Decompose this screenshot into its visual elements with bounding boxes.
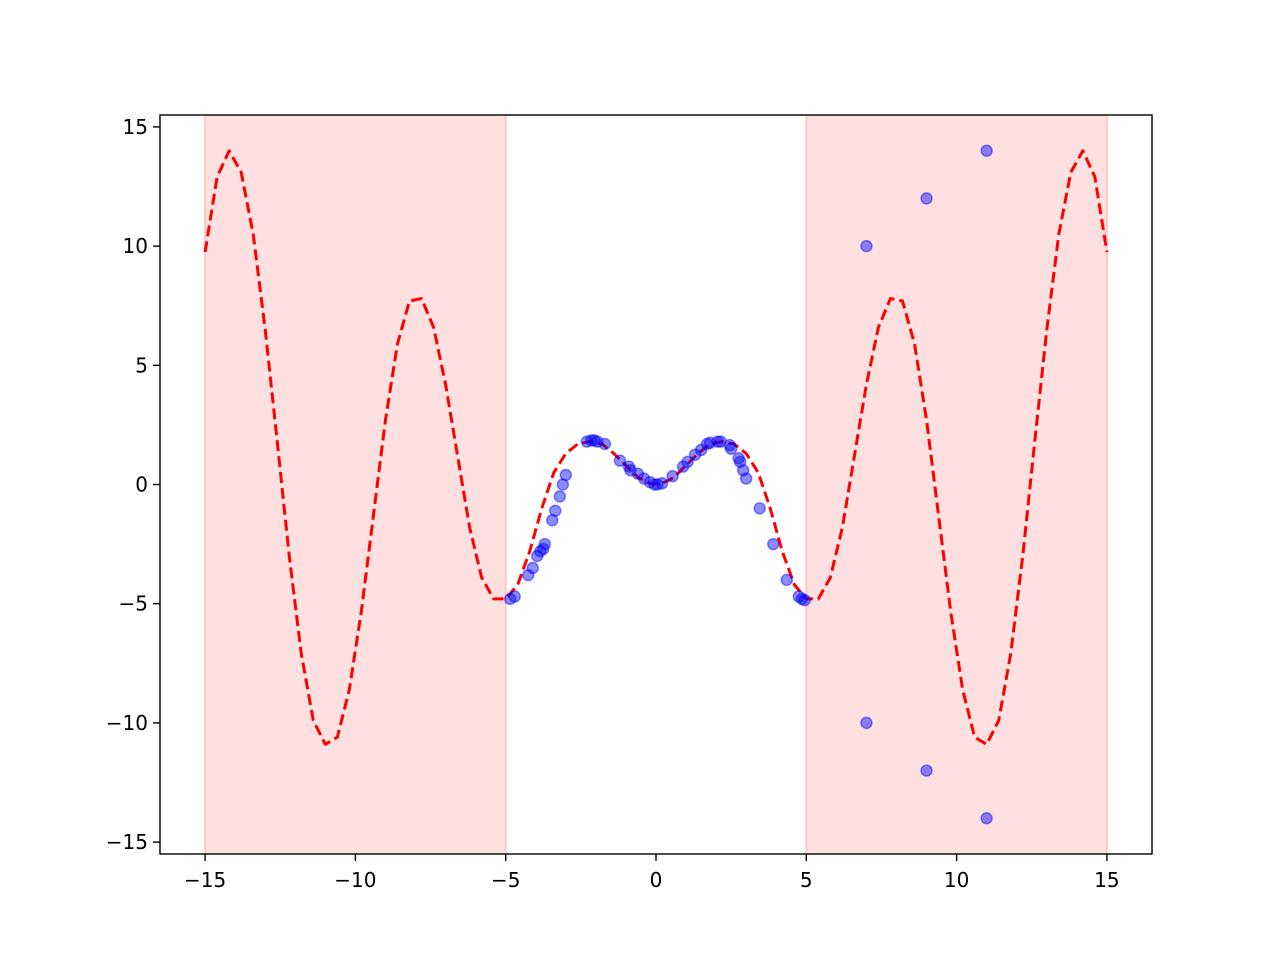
scatter-point xyxy=(508,590,521,603)
scatter-point xyxy=(534,544,547,558)
scatter-points xyxy=(503,144,993,825)
scatter-point xyxy=(732,452,745,465)
scatter-point xyxy=(556,478,570,491)
y-tick-label: −10 xyxy=(106,711,148,735)
scatter-point xyxy=(739,472,753,485)
curve-line-0 xyxy=(203,149,1109,746)
scatter-point xyxy=(980,811,993,825)
scatter-point xyxy=(766,537,780,551)
scatter-point xyxy=(724,442,738,455)
scatter-point xyxy=(736,463,750,477)
scatter-point xyxy=(559,468,573,482)
x-tick-label: 15 xyxy=(1094,868,1119,892)
y-tick-label: 0 xyxy=(135,473,148,497)
scatter-point xyxy=(792,590,806,603)
scatter-point xyxy=(676,460,690,473)
scatter-point xyxy=(622,460,636,473)
scatter-point xyxy=(526,561,540,575)
x-tick-label: 5 xyxy=(800,868,813,892)
axis-ticks: −15 −10 −5 0 5 10 15 −15 −10 −5 0 5 10 15 xyxy=(106,115,1120,892)
scatter-point xyxy=(503,592,517,606)
scatter-point xyxy=(613,454,627,467)
scatter-point xyxy=(733,455,747,469)
scatter-point xyxy=(580,435,594,448)
scatter-point xyxy=(920,192,933,205)
scatter-point xyxy=(591,435,604,448)
scatter-point xyxy=(537,542,550,556)
scatter-point xyxy=(637,472,651,485)
scatter-point xyxy=(700,437,714,451)
scatter-point xyxy=(531,549,544,563)
shaded-region-1 xyxy=(806,115,1107,854)
scatter-point xyxy=(860,716,873,730)
scatter-point xyxy=(631,467,645,481)
curve-layer xyxy=(203,149,1109,746)
scatter-point xyxy=(549,504,562,517)
y-tick-label: 15 xyxy=(123,115,148,139)
scatter-point xyxy=(648,478,661,491)
y-tick-label: −5 xyxy=(119,592,148,616)
scatter-point xyxy=(643,475,657,489)
scatter-point xyxy=(521,568,535,582)
x-tick-label: 0 xyxy=(650,868,663,892)
scatter-point xyxy=(920,764,933,777)
scatter-point xyxy=(651,478,664,491)
scatter-point xyxy=(795,592,809,606)
scatter-point xyxy=(703,436,717,450)
scatter-point xyxy=(546,514,559,527)
x-tick-label: −15 xyxy=(184,868,226,892)
scatter-point xyxy=(714,435,727,448)
scatter-point xyxy=(694,443,708,457)
scatter-point xyxy=(598,437,612,451)
scatter-point xyxy=(711,435,724,448)
x-tick-label: 10 xyxy=(944,868,969,892)
scatter-point xyxy=(723,438,736,452)
scatter-point xyxy=(688,448,702,461)
scatter-point xyxy=(980,144,993,158)
scatter-point xyxy=(753,502,766,515)
scatter-point xyxy=(780,573,794,587)
scatter-point xyxy=(588,434,601,447)
scatter-point xyxy=(655,477,669,490)
scatter-point xyxy=(585,434,598,447)
y-tick-label: −15 xyxy=(106,830,148,854)
scatter-point xyxy=(860,239,873,253)
scatter-point xyxy=(681,455,694,469)
scatter-point xyxy=(624,463,637,477)
scatter-point xyxy=(538,537,552,551)
scatter-point xyxy=(666,469,679,483)
y-tick-label: 5 xyxy=(135,353,148,377)
x-tick-label: −5 xyxy=(491,868,520,892)
x-tick-label: −10 xyxy=(334,868,376,892)
scatter-point xyxy=(798,593,812,607)
scatter-point xyxy=(553,490,567,503)
y-tick-label: 10 xyxy=(123,234,148,258)
